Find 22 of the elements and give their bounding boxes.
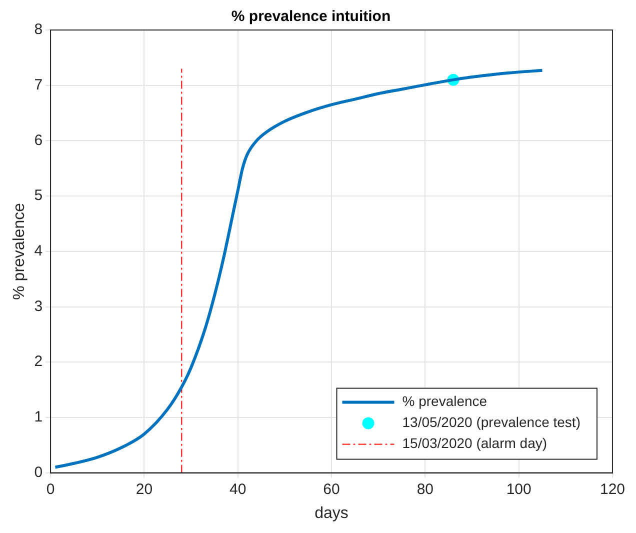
chart-title: % prevalence intuition — [231, 8, 391, 26]
y-tick-label: 4 — [34, 242, 43, 260]
x-tick-label: 120 — [600, 480, 625, 498]
y-tick-label: 8 — [34, 21, 43, 38]
y-axis-title: % prevalence — [11, 202, 28, 300]
x-tick-label: 80 — [416, 480, 434, 498]
x-tick-label: 0 — [46, 480, 55, 498]
x-tick-label: 20 — [136, 480, 153, 498]
y-tick-label: 6 — [34, 132, 43, 149]
legend-label: % prevalence — [402, 393, 488, 410]
x-tick-label: 100 — [506, 480, 532, 498]
legend-label: 15/03/2020 (alarm day) — [402, 435, 548, 452]
legend-label: 13/05/2020 (prevalence test) — [402, 414, 580, 430]
x-tick-label: 60 — [323, 480, 340, 498]
y-tick-label: 2 — [34, 353, 43, 370]
y-tick-label: 0 — [34, 464, 43, 481]
x-axis-title: days — [314, 504, 348, 522]
y-tick-label: 5 — [34, 187, 43, 204]
x-tick-label: 40 — [230, 480, 246, 498]
y-tick-label: 7 — [34, 76, 43, 94]
y-tick-label: 1 — [34, 408, 43, 426]
y-tick-label: 3 — [34, 298, 43, 315]
